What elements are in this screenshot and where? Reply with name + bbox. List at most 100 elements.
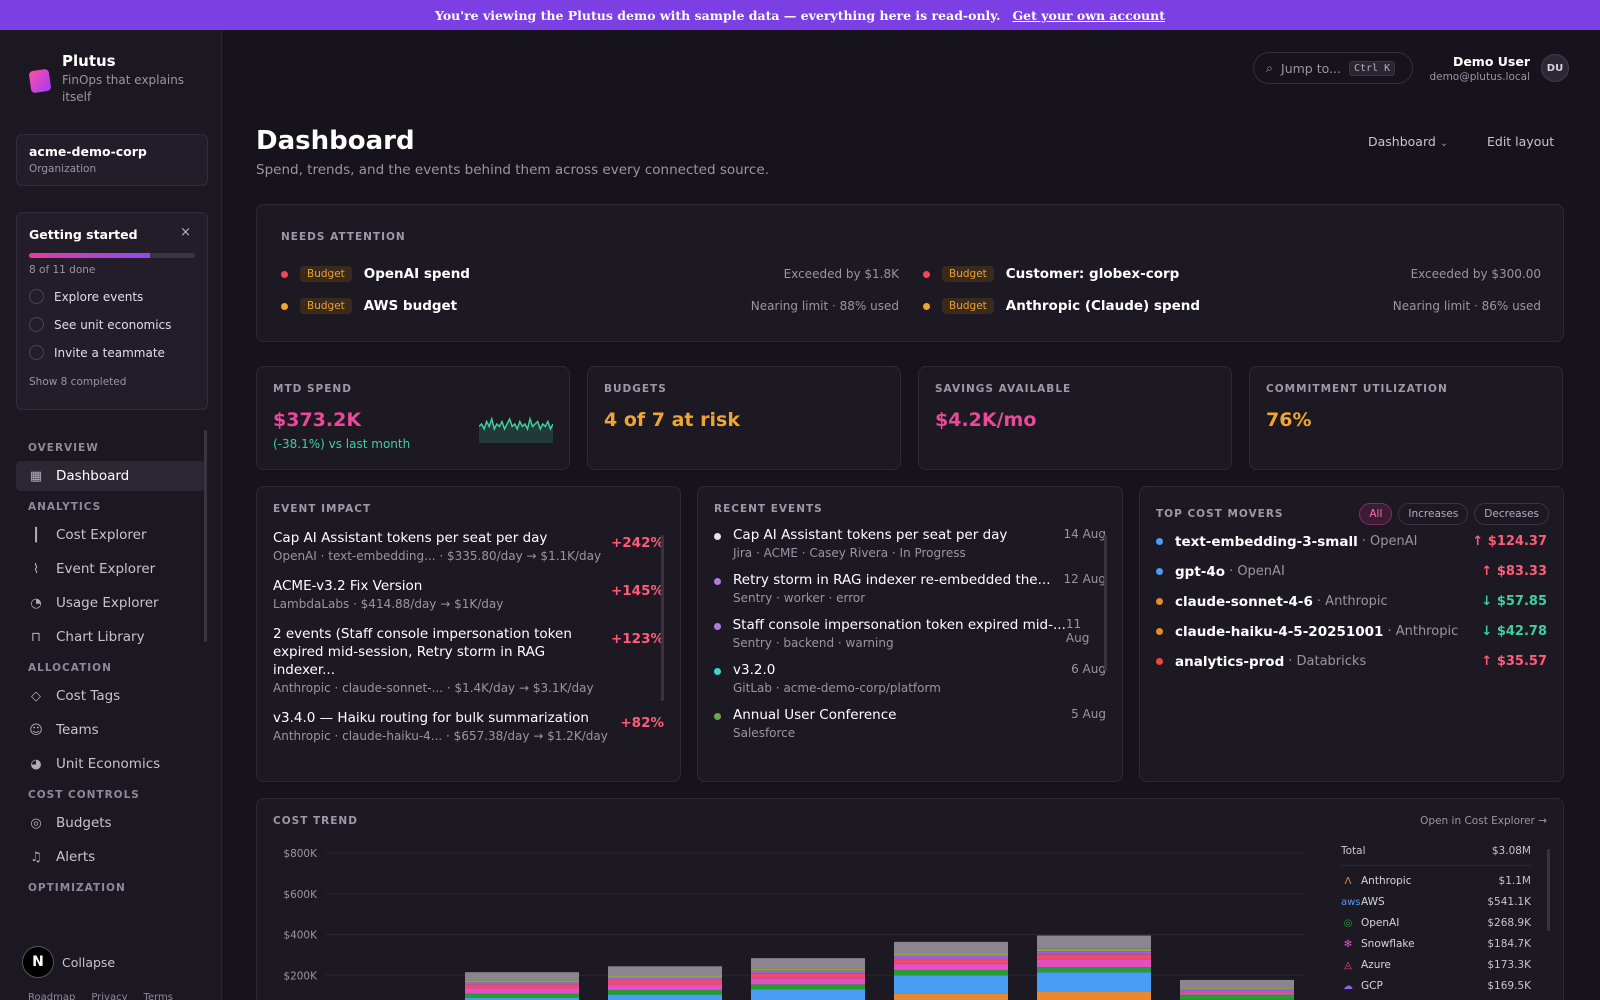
footer-link-terms[interactable]: Terms [143, 992, 173, 1000]
bar-segment[interactable] [608, 994, 722, 1000]
bar-segment[interactable] [1037, 935, 1151, 949]
attention-item[interactable]: Budget AWS budget Nearing limit · 88% used [281, 295, 899, 317]
bar-segment[interactable] [1180, 990, 1294, 993]
sidebar-item-budgets[interactable]: ◎ Budgets [16, 808, 206, 838]
bar-segment[interactable] [894, 970, 1008, 976]
sidebar-item-usage-explorer[interactable]: ◔ Usage Explorer [16, 588, 206, 618]
mover-row[interactable]: claude-haiku-4-5-20251001 · Anthropic ↓ $4… [1156, 622, 1547, 641]
recent-event-row[interactable]: Staff console impersonation token expire… [714, 617, 1106, 650]
bar-segment[interactable] [465, 993, 579, 998]
recent-event-row[interactable]: Annual User Conference Salesforce 5 Aug [714, 707, 1106, 740]
attention-item[interactable]: Budget Customer: globex-corp Exceeded by $… [923, 263, 1541, 285]
bar-segment[interactable] [1180, 979, 1294, 989]
sidebar-item-chart-library[interactable]: ⊓ Chart Library [16, 622, 206, 652]
user-info[interactable]: Demo User demo@plutus.local [1429, 54, 1530, 83]
recent-event-row[interactable]: Retry storm in RAG indexer re-embedded t… [714, 572, 1106, 605]
sidebar-scrollbar[interactable] [204, 430, 207, 642]
kpi-budgets[interactable]: BUDGETS 4 of 7 at risk [587, 366, 901, 470]
sidebar-item-event-explorer[interactable]: ⌇ Event Explorer [16, 554, 206, 584]
checklist-item[interactable]: Invite a teammate [29, 345, 195, 360]
brand[interactable]: Plutus FinOps that explains itself [28, 52, 192, 106]
bar-segment[interactable] [608, 984, 722, 991]
legend-item[interactable]: aws AWS $541.1K [1341, 896, 1531, 908]
bar-segment[interactable] [1037, 959, 1151, 968]
attention-item[interactable]: Budget Anthropic (Claude) spend Nearing li… [923, 295, 1541, 317]
checklist-item[interactable]: See unit economics [29, 317, 195, 332]
bar-segment[interactable] [465, 980, 579, 983]
sidebar-item-cost-tags[interactable]: ◇ Cost Tags [16, 681, 206, 711]
legend-item[interactable]: ✻ Snowflake $184.7K [1341, 938, 1531, 950]
bar-segment[interactable] [1037, 967, 1151, 973]
bar-segment[interactable] [894, 958, 1008, 964]
open-cost-explorer-link[interactable]: Open in Cost Explorer → [1420, 815, 1547, 827]
get-account-link[interactable]: Get your own account [1012, 7, 1166, 23]
bar-segment[interactable] [608, 966, 722, 976]
sidebar-item-cost-explorer[interactable]: ┃ Cost Explorer [16, 520, 206, 550]
kpi-mtd-spend[interactable]: MTD SPEND $373.2K (-38.1%) vs last month [256, 366, 570, 470]
bar-segment[interactable] [751, 970, 865, 974]
sidebar-item-dashboard[interactable]: ▦ Dashboard [16, 461, 206, 491]
sidebar-item-teams[interactable]: ☺ Teams [16, 715, 206, 745]
collapse-button[interactable]: N Collapse [22, 946, 115, 978]
org-switcher[interactable]: acme-demo-corp Organization [16, 134, 208, 186]
bar-segment[interactable] [1037, 972, 1151, 992]
sidebar-item-unit-economics[interactable]: ◕ Unit Economics [16, 749, 206, 779]
mover-row[interactable]: claude-sonnet-4-6 · Anthropic ↓ $57.85 [1156, 592, 1547, 611]
bar-segment[interactable] [894, 953, 1008, 956]
bar-segment[interactable] [751, 973, 865, 979]
bar-segment[interactable] [608, 977, 722, 980]
footer-link-privacy[interactable]: Privacy [91, 992, 128, 1000]
legend-item[interactable]: ◎ OpenAI $268.9K [1341, 917, 1531, 929]
bar-segment[interactable] [894, 975, 1008, 994]
mover-row[interactable]: text-embedding-3-small · OpenAI ↑ $124.37 [1156, 532, 1547, 551]
scrollbar[interactable] [661, 535, 664, 701]
bar-segment[interactable] [751, 958, 865, 969]
bar-segment[interactable] [1180, 989, 1294, 991]
bar-segment[interactable] [751, 989, 865, 1000]
recent-event-row[interactable]: Cap AI Assistant tokens per seat per day… [714, 527, 1106, 560]
scrollbar[interactable] [1547, 849, 1550, 931]
bar-segment[interactable] [465, 972, 579, 981]
jump-search[interactable]: ⌕ Jump to... Ctrl K [1253, 52, 1413, 84]
bar-segment[interactable] [894, 993, 1008, 1000]
kpi-savings[interactable]: SAVINGS AVAILABLE $4.2K/mo [918, 366, 1232, 470]
bar-segment[interactable] [608, 979, 722, 985]
bar-segment[interactable] [1180, 992, 1294, 995]
bar-segment[interactable] [1037, 954, 1151, 960]
bar-segment[interactable] [751, 984, 865, 990]
event-impact-row[interactable]: v3.4.0 — Haiku routing for bulk summariz… [273, 709, 664, 743]
bar-segment[interactable] [465, 988, 579, 994]
bar-segment[interactable] [608, 975, 722, 978]
bar-segment[interactable] [465, 997, 579, 1000]
close-icon[interactable]: × [180, 225, 191, 240]
filter-all[interactable]: All [1359, 503, 1393, 525]
mover-row[interactable]: gpt-4o · OpenAI ↑ $83.33 [1156, 562, 1547, 581]
checklist-item[interactable]: Explore events [29, 289, 195, 304]
n-logo-icon[interactable]: N [22, 946, 54, 978]
attention-item[interactable]: Budget OpenAI spend Exceeded by $1.8K [281, 263, 899, 285]
recent-event-row[interactable]: v3.2.0 GitLab · acme-demo-corp/platform 6 … [714, 662, 1106, 695]
event-impact-row[interactable]: 2 events (Staff console impersonation to… [273, 625, 664, 695]
edit-layout-button[interactable]: Edit layout [1487, 134, 1555, 149]
scrollbar[interactable] [1104, 535, 1107, 671]
event-impact-row[interactable]: Cap AI Assistant tokens per seat per day… [273, 529, 664, 563]
legend-item[interactable]: Ʌ Anthropic $1.1M [1341, 875, 1531, 887]
event-impact-row[interactable]: ACME-v3.2 Fix Version LambdaLabs · $414.8… [273, 577, 664, 611]
avatar[interactable]: DU [1541, 54, 1569, 82]
filter-increases[interactable]: Increases [1398, 503, 1469, 525]
bar-segment[interactable] [894, 955, 1008, 959]
dashboard-selector[interactable]: Dashboard ⌄ [1368, 134, 1448, 149]
legend-item[interactable]: ☁ GCP $169.5K [1341, 980, 1531, 992]
bar-segment[interactable] [894, 963, 1008, 971]
bar-segment[interactable] [1037, 951, 1151, 955]
bar-segment[interactable] [751, 968, 865, 971]
bar-segment[interactable] [1180, 988, 1294, 990]
show-completed-link[interactable]: Show 8 completed [29, 376, 127, 388]
filter-decreases[interactable]: Decreases [1474, 503, 1549, 525]
bar-segment[interactable] [894, 941, 1008, 954]
legend-item[interactable]: ◬ Azure $173.3K [1341, 959, 1531, 971]
footer-link-roadmap[interactable]: Roadmap [28, 992, 76, 1000]
bar-segment[interactable] [751, 978, 865, 985]
mover-row[interactable]: analytics-prod · Databricks ↑ $35.57 [1156, 652, 1547, 671]
bar-segment[interactable] [1037, 948, 1151, 952]
